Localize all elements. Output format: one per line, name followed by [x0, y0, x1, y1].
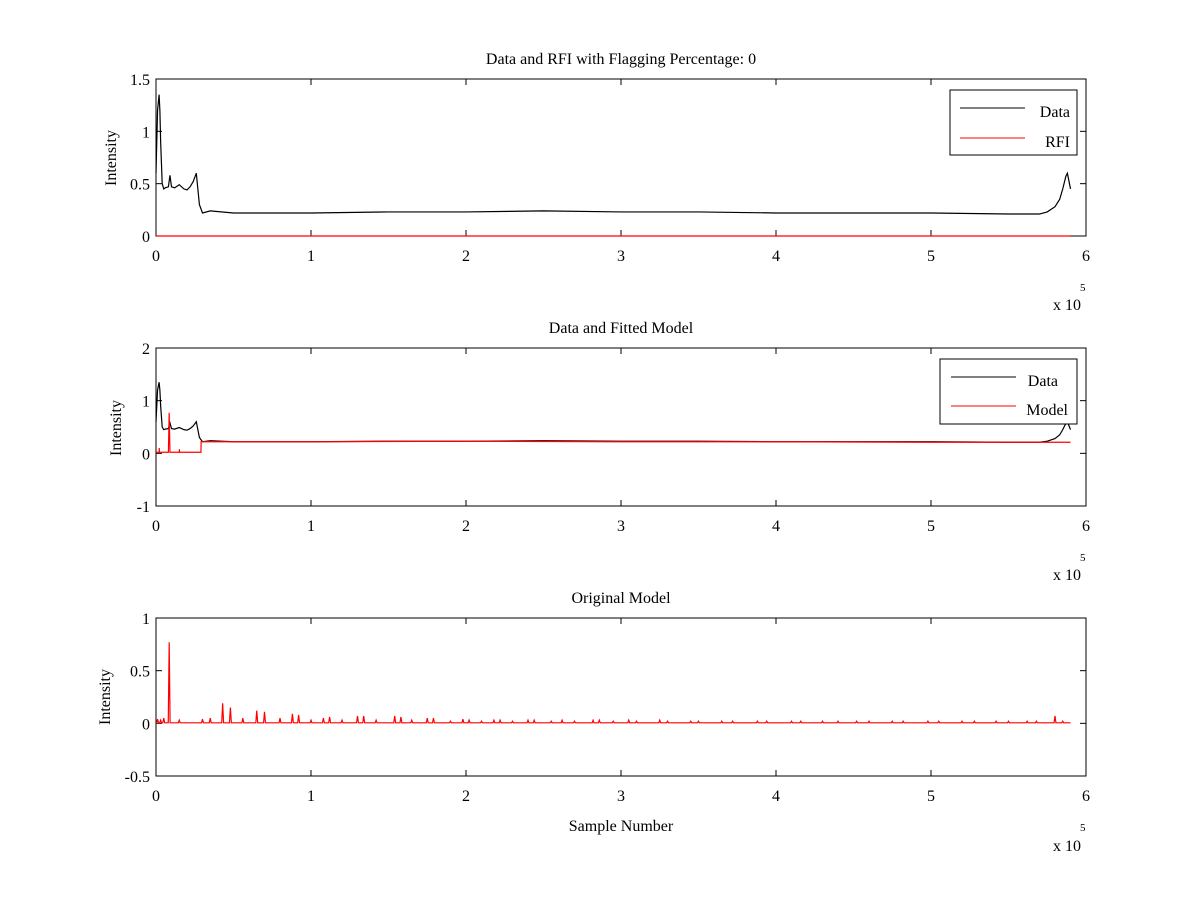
subplot-2-xtick-label: 0: [152, 518, 160, 535]
subplot-3-xtick-label: 3: [617, 788, 625, 805]
subplot-3-title: Original Model: [571, 590, 671, 607]
subplot-2-xtick-label: 1: [307, 518, 315, 535]
subplot-3-ytick-label: -0.5: [125, 769, 150, 786]
subplot-3-xtick-label: 6: [1082, 788, 1090, 805]
subplot-2-ytick-label: 2: [142, 341, 150, 358]
subplot-3-x-multiplier-exponent: 5: [1080, 822, 1086, 834]
subplot-3-xtick-label: 5: [927, 788, 935, 805]
subplot-1-ytick-label: 0: [142, 229, 150, 246]
subplot-3-ytick-label: 0: [142, 716, 150, 733]
subplot-1-xtick-label: 6: [1082, 248, 1090, 265]
subplot-2-xtick-label: 5: [927, 518, 935, 535]
subplot-1-legend-rfi-label: RFI: [1045, 134, 1070, 151]
subplot-3-xtick-label: 0: [152, 788, 160, 805]
subplot-1-x-multiplier-exponent: 5: [1080, 282, 1086, 294]
subplot-1-series-data: [155, 94, 1072, 215]
subplot-3-ytick-label: 0.5: [130, 664, 150, 681]
subplot-3-xtick-label: 1: [307, 788, 315, 805]
subplot-1-xtick-label: 5: [927, 248, 935, 265]
subplot-2-xtick-label: 3: [617, 518, 625, 535]
subplot-data-fitted-model: Data and Fitted Model Intensity x 10 5 0…: [108, 320, 1090, 584]
subplot-data-rfi: Data and RFI with Flagging Percentage: 0…: [103, 51, 1090, 314]
subplot-2-xtick-label: 2: [462, 518, 470, 535]
subplot-2-ytick-label: -1: [137, 499, 150, 516]
subplot-1-legend-box: [949, 89, 1078, 156]
subplot-1-ylabel: Intensity: [103, 130, 120, 186]
subplot-2-ylabel: Intensity: [108, 400, 125, 456]
subplot-1-legend-data-label: Data: [1040, 104, 1070, 121]
subplot-1-xtick-label: 3: [617, 248, 625, 265]
subplot-1-xtick-label: 0: [152, 248, 160, 265]
subplot-2-legend: Data Model: [939, 358, 1078, 425]
subplot-1-ytick-label: 1.5: [130, 72, 150, 89]
subplot-2-x-multiplier-exponent: 5: [1080, 552, 1086, 564]
subplot-2-title: Data and Fitted Model: [549, 320, 694, 337]
subplot-3-xtick-label: 2: [462, 788, 470, 805]
subplot-2-ytick-label: 0: [142, 446, 150, 463]
subplot-2-legend-data-label: Data: [1028, 373, 1058, 390]
subplot-1-xtick-label: 4: [772, 248, 780, 265]
subplot-original-model: Original Model Intensity Sample Number x…: [97, 590, 1090, 855]
subplot-3-x-multiplier: x 10 5: [1053, 822, 1086, 855]
subplot-1-ytick-label: 0.5: [130, 177, 150, 194]
subplot-2-x-multiplier: x 10 5: [1053, 552, 1086, 584]
subplot-2-x-multiplier-base: x 10: [1053, 567, 1081, 584]
subplot-3-series-original-model: [156, 642, 1071, 724]
subplot-2-legend-model-label: Model: [1026, 402, 1068, 419]
subplot-1-legend: Data RFI: [949, 89, 1078, 156]
subplot-1-xtick-label: 1: [307, 248, 315, 265]
subplot-1-ytick-label: 1: [142, 124, 150, 141]
subplot-1-x-multiplier: x 10 5: [1053, 282, 1086, 314]
subplot-1-xtick-label: 2: [462, 248, 470, 265]
subplot-1-title: Data and RFI with Flagging Percentage: 0: [486, 51, 756, 68]
subplot-1-x-multiplier-base: x 10: [1053, 297, 1081, 314]
subplot-3-ytick-label: 1: [142, 611, 150, 628]
subplot-3-x-multiplier-base: x 10: [1053, 838, 1081, 855]
subplot-2-xtick-label: 4: [772, 518, 780, 535]
subplot-3-ylabel: Intensity: [97, 669, 114, 725]
subplot-3-xlabel: Sample Number: [569, 818, 674, 835]
subplot-2-xtick-label: 6: [1082, 518, 1090, 535]
subplot-3-xtick-label: 4: [772, 788, 780, 805]
subplot-2-series-model: [156, 412, 1071, 453]
subplot-2-ytick-label: 1: [142, 394, 150, 411]
subplot-2-legend-box: [939, 358, 1078, 425]
